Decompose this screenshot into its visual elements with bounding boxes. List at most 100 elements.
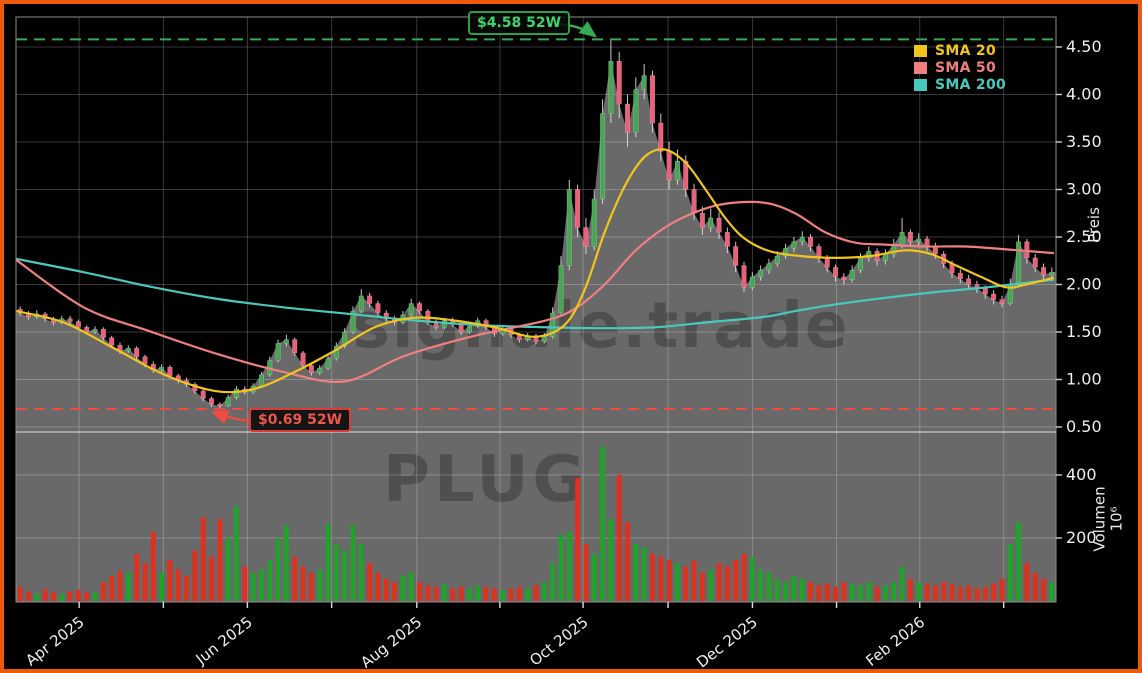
candle-body (866, 251, 872, 259)
candle-body (408, 303, 414, 316)
candle-body (233, 388, 240, 398)
volume-bar (67, 591, 73, 601)
candle-body (342, 331, 348, 347)
candle-body (292, 339, 298, 354)
candle-body (841, 276, 847, 280)
volume-bar (1041, 578, 1046, 601)
volume-bar (317, 569, 323, 601)
volume-bar (458, 586, 464, 601)
candle-body (916, 238, 922, 242)
volume-bar (400, 575, 406, 601)
volume-panel-bg (16, 431, 1056, 602)
candle-body (649, 75, 656, 124)
volume-bar (949, 583, 955, 601)
candle-body (483, 320, 489, 328)
candle-body (134, 347, 140, 357)
volume-bar (200, 517, 206, 601)
volume-bar (350, 525, 356, 601)
volume-bar (508, 588, 514, 601)
volume-bar (666, 560, 672, 601)
candle-body (882, 253, 888, 262)
candle-body (708, 217, 714, 228)
candle-body (691, 189, 697, 214)
volume-bar (791, 575, 797, 601)
volume-bar (982, 586, 988, 601)
volume-bar (1007, 544, 1013, 601)
volume-bar (658, 556, 664, 601)
volume-bar (749, 556, 755, 601)
candle-body (1049, 271, 1055, 276)
candle-body (333, 346, 339, 359)
candle-body (416, 303, 423, 312)
candle-body (283, 339, 289, 344)
candle-body (633, 89, 639, 133)
volume-bar (225, 538, 231, 601)
candle-body (84, 327, 90, 333)
volume-bar (841, 582, 847, 601)
price-tick-label: 2.00 (1066, 275, 1102, 294)
volume-bar (209, 556, 214, 601)
candle-body (783, 248, 789, 257)
volume-bar (525, 588, 531, 601)
price-tick-label: 3.00 (1066, 180, 1102, 199)
candle-body (924, 238, 930, 247)
candle-body (600, 113, 606, 200)
candle-body (791, 241, 797, 249)
candle-body (308, 365, 314, 374)
candle-body (75, 321, 81, 328)
candle-body (583, 227, 589, 247)
volume-bar (774, 578, 780, 601)
candle-body (774, 255, 780, 264)
volume-bar (26, 591, 31, 601)
volume-bar (433, 586, 439, 601)
volume-bar (849, 583, 855, 601)
volume-bar (408, 572, 414, 601)
volume-bar (675, 563, 680, 601)
candle-body (683, 160, 689, 190)
candle-body (766, 263, 772, 271)
candle-body (358, 295, 364, 312)
volume-bar (383, 578, 389, 601)
candle-body (92, 328, 98, 333)
volume-bar (974, 588, 980, 601)
volume-bar (167, 560, 173, 601)
candle-body (317, 367, 323, 374)
sma-50-line (15, 200, 1055, 384)
volume-bar (175, 569, 181, 601)
volume-bar (533, 585, 539, 601)
candle-body (458, 324, 464, 333)
volume-bar (991, 583, 996, 601)
candle-body (575, 189, 581, 228)
volume-bar (566, 531, 572, 601)
candle-body (167, 366, 173, 376)
candle-body (566, 189, 572, 266)
volume-bar (808, 582, 813, 601)
volume-bar (716, 563, 722, 601)
candle-body (857, 257, 864, 271)
volume-bar (34, 593, 40, 601)
volume-bar (292, 556, 298, 601)
volume-bar (59, 594, 65, 601)
price-tick-label: 1.00 (1066, 370, 1102, 389)
candle-body (208, 398, 215, 405)
volume-bar (733, 560, 739, 601)
volume-bar (483, 586, 489, 601)
volume-bar (450, 588, 456, 601)
candle-body (466, 326, 472, 333)
volume-bar (475, 585, 481, 601)
volume-bar (159, 572, 164, 601)
volume-bar (308, 572, 314, 601)
volume-bar (916, 582, 922, 601)
candle-body (125, 347, 131, 352)
volume-bar (134, 553, 140, 601)
volume-tick-label: 200 (1066, 528, 1097, 547)
date-tick-label: Feb 2026 (862, 613, 928, 669)
candle-body (674, 160, 680, 181)
price-tick-label: 4.00 (1066, 85, 1102, 104)
volume-bar (76, 589, 81, 601)
volume-bar (583, 544, 589, 601)
candle-body (982, 288, 988, 295)
volume-bar (858, 585, 863, 601)
candle-body (899, 232, 905, 245)
